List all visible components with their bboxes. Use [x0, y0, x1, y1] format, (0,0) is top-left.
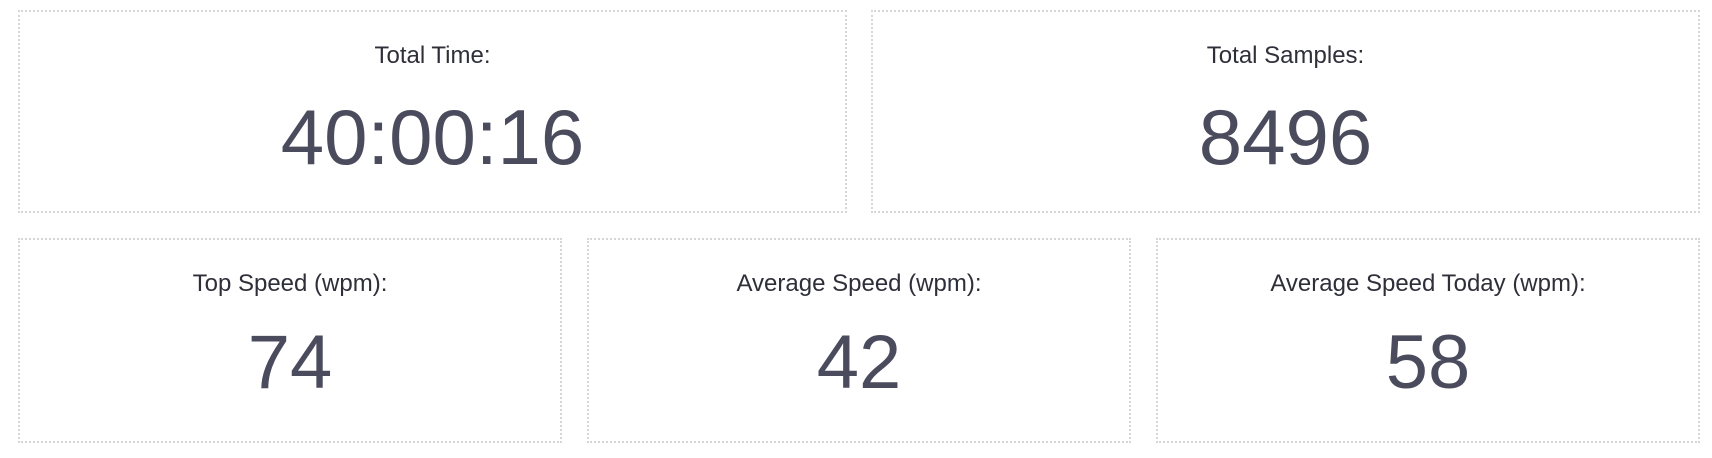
average-speed-label: Average Speed (wpm): [736, 270, 982, 297]
top-speed-card: Top Speed (wpm): 74 [18, 238, 562, 443]
average-speed-today-value: 58 [1385, 320, 1471, 405]
top-speed-label: Top Speed (wpm): [192, 270, 388, 297]
average-speed-card: Average Speed (wpm): 42 [587, 238, 1131, 443]
top-speed-value: 74 [247, 320, 333, 405]
total-samples-value: 8496 [1198, 93, 1373, 181]
total-time-card: Total Time: 40:00:16 [18, 10, 847, 213]
total-samples-card: Total Samples: 8496 [871, 10, 1700, 213]
average-speed-today-label: Average Speed Today (wpm): [1270, 270, 1586, 297]
total-time-value: 40:00:16 [280, 93, 585, 181]
average-speed-today-card: Average Speed Today (wpm): 58 [1156, 238, 1700, 443]
total-time-label: Total Time: [374, 42, 491, 69]
average-speed-value: 42 [816, 320, 902, 405]
total-samples-label: Total Samples: [1206, 42, 1365, 69]
